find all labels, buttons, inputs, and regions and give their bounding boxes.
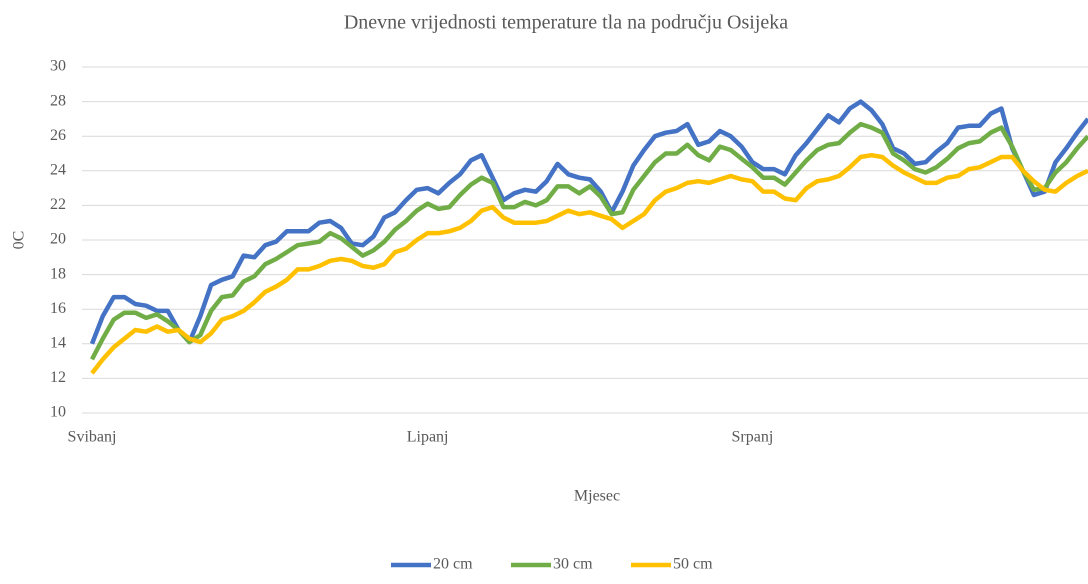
- y-tick-label: 26: [50, 127, 66, 144]
- x-tick-label: Srpanj: [732, 429, 774, 446]
- y-tick-label: 24: [50, 161, 66, 178]
- y-axis-title: 0C: [11, 231, 28, 250]
- data-line: [90, 152, 1088, 375]
- y-tick-label: 18: [50, 265, 66, 282]
- y-tick-label: 28: [50, 92, 66, 109]
- y-tick-label: 16: [50, 300, 66, 317]
- y-tick-label: 30: [50, 58, 66, 75]
- x-tick-label: Lipanj: [407, 429, 449, 446]
- y-tick-label: 10: [50, 404, 66, 421]
- y-tick-label: 14: [50, 334, 66, 351]
- x-axis-title: Mjesec: [574, 488, 620, 505]
- plot-area: [89, 99, 1088, 375]
- y-tick-label: 22: [50, 196, 66, 213]
- y-tick-label: 12: [50, 369, 66, 386]
- data-line: [89, 99, 1088, 345]
- legend-label: 20 cm: [433, 556, 473, 573]
- x-tick-label: Svibanj: [68, 429, 117, 446]
- legend-label: 50 cm: [673, 556, 713, 573]
- legend-label: 30 cm: [553, 556, 593, 573]
- chart-title: Dnevne vrijednosti temperature tla na po…: [344, 12, 788, 34]
- y-tick-label: 20: [50, 231, 66, 248]
- data-line: [90, 121, 1088, 361]
